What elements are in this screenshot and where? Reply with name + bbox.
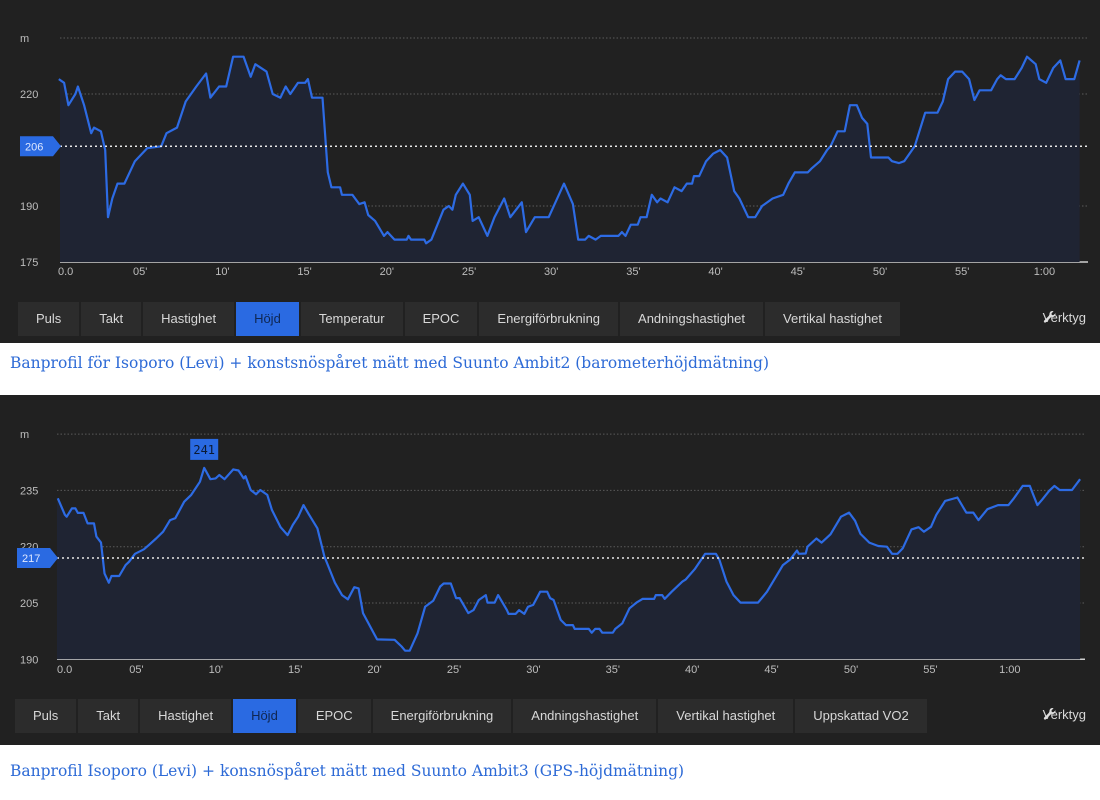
x-tick-label: 35' [626, 266, 640, 278]
y-tick-label: 190 [20, 201, 38, 213]
altitude-line[interactable] [56, 466, 1081, 652]
tools-label: Verktyg [1042, 310, 1086, 325]
y-tick-label: 205 [20, 598, 38, 610]
tab-takt[interactable]: Takt [78, 699, 139, 733]
tab-puls[interactable]: Puls [18, 302, 80, 336]
tab-epoc[interactable]: EPOC [297, 699, 371, 733]
x-tick-label: 55' [955, 266, 969, 278]
x-tick-label: 20' [380, 266, 394, 278]
tab-energiförbrukning[interactable]: Energiförbrukning [479, 302, 619, 336]
y-tick-label: m [20, 33, 29, 45]
x-tick-label: 45' [764, 664, 778, 676]
x-tick-label: 15' [288, 664, 302, 676]
altitude-line[interactable] [58, 55, 1081, 245]
tab-uppskattad-vo2[interactable]: Uppskattad VO2 [795, 699, 927, 733]
tab-andningshastighet[interactable]: Andningshastighet [620, 302, 764, 336]
peak-tag [190, 438, 219, 460]
x-tick-label: 40' [685, 664, 699, 676]
x-tick-label: 20' [367, 664, 381, 676]
peak-value-label: 241 [193, 443, 215, 457]
x-tick-label: 0.0 [57, 664, 72, 676]
chart-caption: Banprofil för Isoporo (Levi) + konstsnös… [10, 354, 769, 372]
x-tick-label: 25' [447, 664, 461, 676]
y-tick-label: 235 [20, 485, 38, 497]
x-tick-label: 10' [215, 266, 229, 278]
x-tick-label: 15' [297, 266, 311, 278]
x-tick-label: 1:00 [1034, 266, 1055, 278]
tab-takt[interactable]: Takt [81, 302, 142, 336]
tab-vertikal-hastighet[interactable]: Vertikal hastighet [658, 699, 794, 733]
tab-energiförbrukning[interactable]: Energiförbrukning [372, 699, 512, 733]
wrench-icon [1043, 708, 1056, 720]
x-tick-label: 45' [791, 266, 805, 278]
chart-caption: Banprofil Isoporo (Levi) + konsnöspåret … [10, 762, 685, 780]
altitude-area [57, 467, 1081, 660]
tab-höjd[interactable]: Höjd [233, 699, 296, 733]
tab-hastighet[interactable]: Hastighet [143, 302, 235, 336]
metric-tabs: Puls Takt Hastighet Höjd EPOC Energiförbrukni… [15, 699, 927, 733]
x-tick-label: 25' [462, 266, 476, 278]
x-tick-label: 30' [526, 664, 540, 676]
x-tick-label: 40' [708, 266, 722, 278]
x-tick-label: 05' [129, 664, 143, 676]
tab-andningshastighet[interactable]: Andningshastighet [513, 699, 657, 733]
wrench-icon [1043, 311, 1056, 323]
average-value-label: 217 [22, 553, 40, 565]
altitude-chart-panel-ambit2: 175 190 220 m 0.0 05' 10' 15' 20' 25' 30' 35' 40' 45'… [0, 0, 1100, 343]
tools-button[interactable]: Verktyg [1043, 310, 1086, 325]
x-tick-label: 10' [209, 664, 223, 676]
average-value-label: 206 [25, 141, 43, 153]
x-tick-label: 50' [844, 664, 858, 676]
tab-höjd[interactable]: Höjd [236, 302, 299, 336]
tab-vertikal-hastighet[interactable]: Vertikal hastighet [765, 302, 901, 336]
x-tick-label: 1:00 [999, 664, 1020, 676]
y-tick-label: 190 [20, 654, 38, 666]
average-tag [17, 547, 58, 568]
average-tag [20, 136, 61, 157]
y-tick-label: 175 [20, 257, 38, 269]
tab-hastighet[interactable]: Hastighet [140, 699, 232, 733]
tab-puls[interactable]: Puls [15, 699, 77, 733]
x-tick-label: 55' [923, 664, 937, 676]
altitude-chart-panel-ambit3: 190 205 220 235 m 0.0 05' 10' 15' 20' 25' 30' 35' 40'… [0, 395, 1100, 745]
x-tick-label: 0.0 [58, 266, 73, 278]
altitude-area [58, 56, 1080, 263]
metric-tabs: Puls Takt Hastighet Höjd Temperatur EPOC Energ… [18, 302, 901, 336]
x-tick-label: 05' [133, 266, 147, 278]
tab-epoc[interactable]: EPOC [404, 302, 478, 336]
tools-label: Verktyg [1042, 707, 1086, 722]
x-tick-label: 35' [606, 664, 620, 676]
y-tick-label: m [20, 429, 29, 441]
x-tick-label: 30' [544, 266, 558, 278]
y-tick-label: 220 [20, 89, 38, 101]
altitude-chart-ambit2: 175 190 220 m 0.0 05' 10' 15' 20' 25' 30' 35' 40' 45'… [20, 33, 1088, 278]
x-tick-label: 50' [873, 266, 887, 278]
tab-temperatur[interactable]: Temperatur [300, 302, 403, 336]
tools-button[interactable]: Verktyg [1043, 707, 1086, 722]
